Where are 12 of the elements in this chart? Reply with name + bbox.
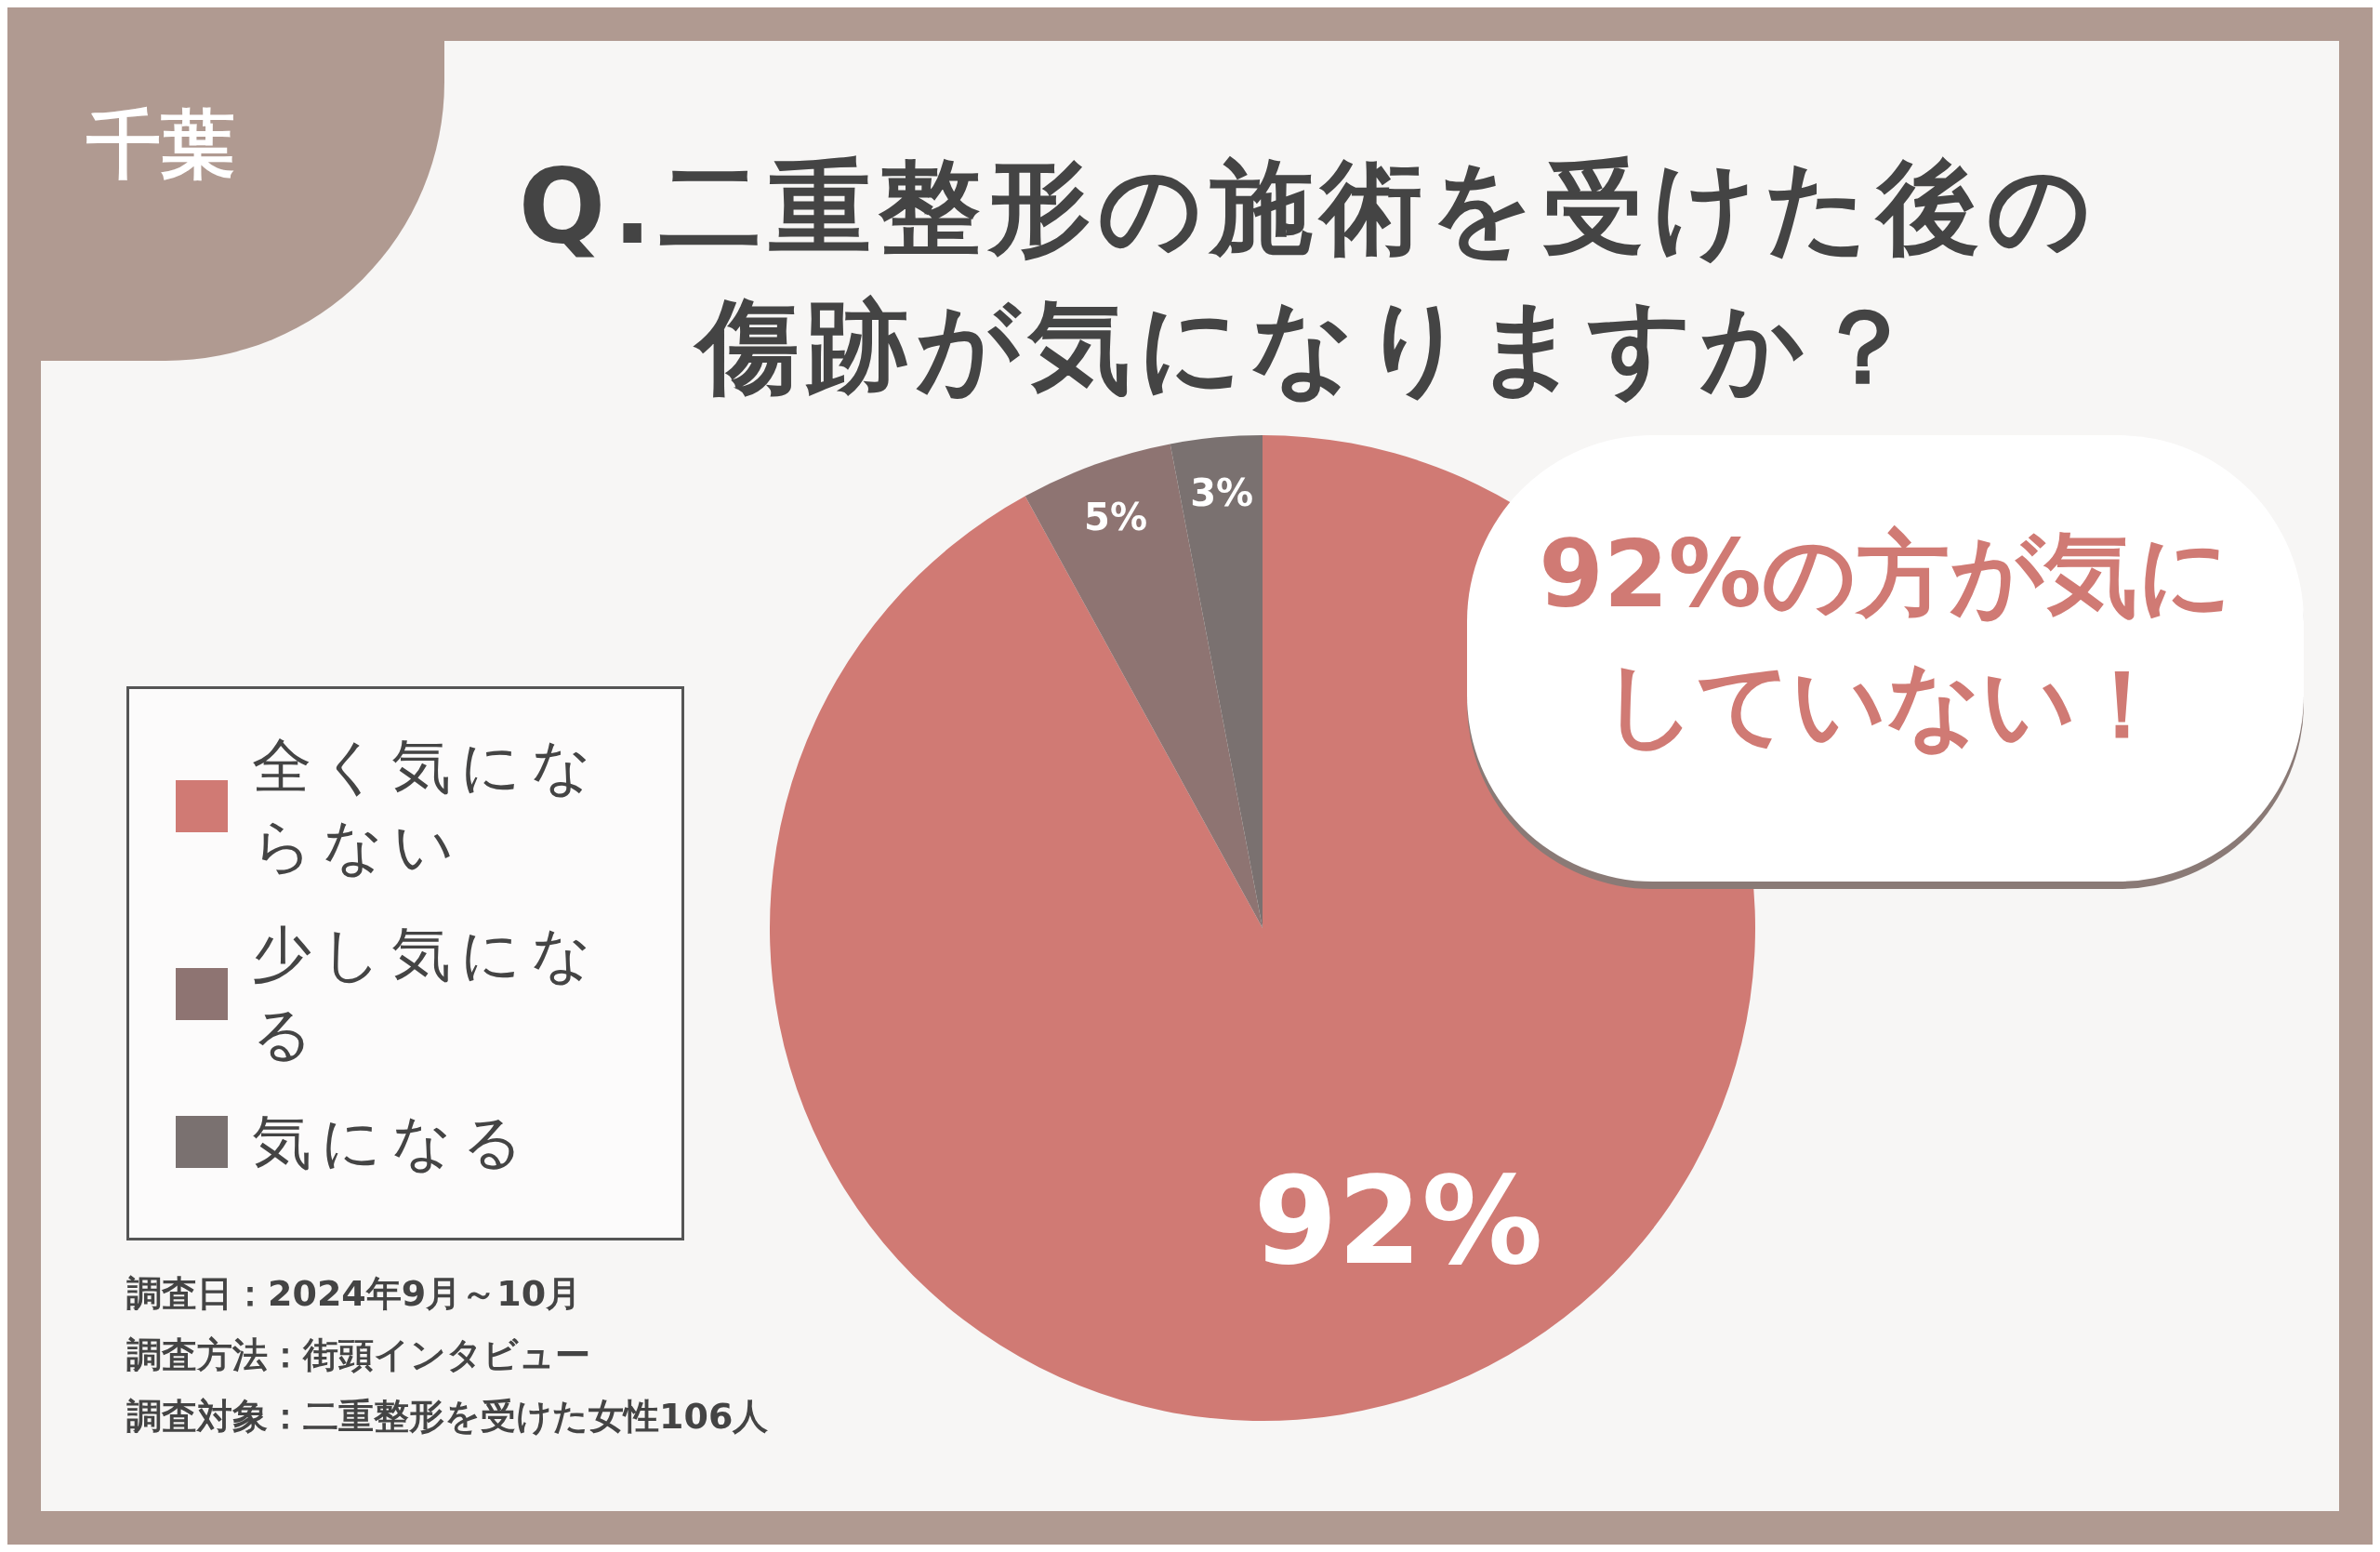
legend-label: 気になる [252, 1107, 534, 1178]
text: 調査日：2024年9月～10月 [126, 1272, 583, 1316]
data-label: 3% [1190, 471, 1254, 515]
legend-label: 少し気になる [252, 919, 602, 1070]
chart-subtitle: 千葉 [86, 100, 235, 190]
text: 調査対象：二重整形を受けた女性106人 [126, 1395, 769, 1439]
text: 92%の方が気にしていない！ [1538, 519, 2233, 761]
chart-title: Q.二重整形の施術を受けた後の傷跡が気になりますか？ [517, 147, 2101, 408]
data-label: 92% [1253, 1150, 1543, 1293]
legend-label: 全く気にならない [252, 731, 602, 882]
text: 調査方法：街頭インタビュー [126, 1333, 591, 1377]
data-label: 5% [1084, 495, 1147, 538]
